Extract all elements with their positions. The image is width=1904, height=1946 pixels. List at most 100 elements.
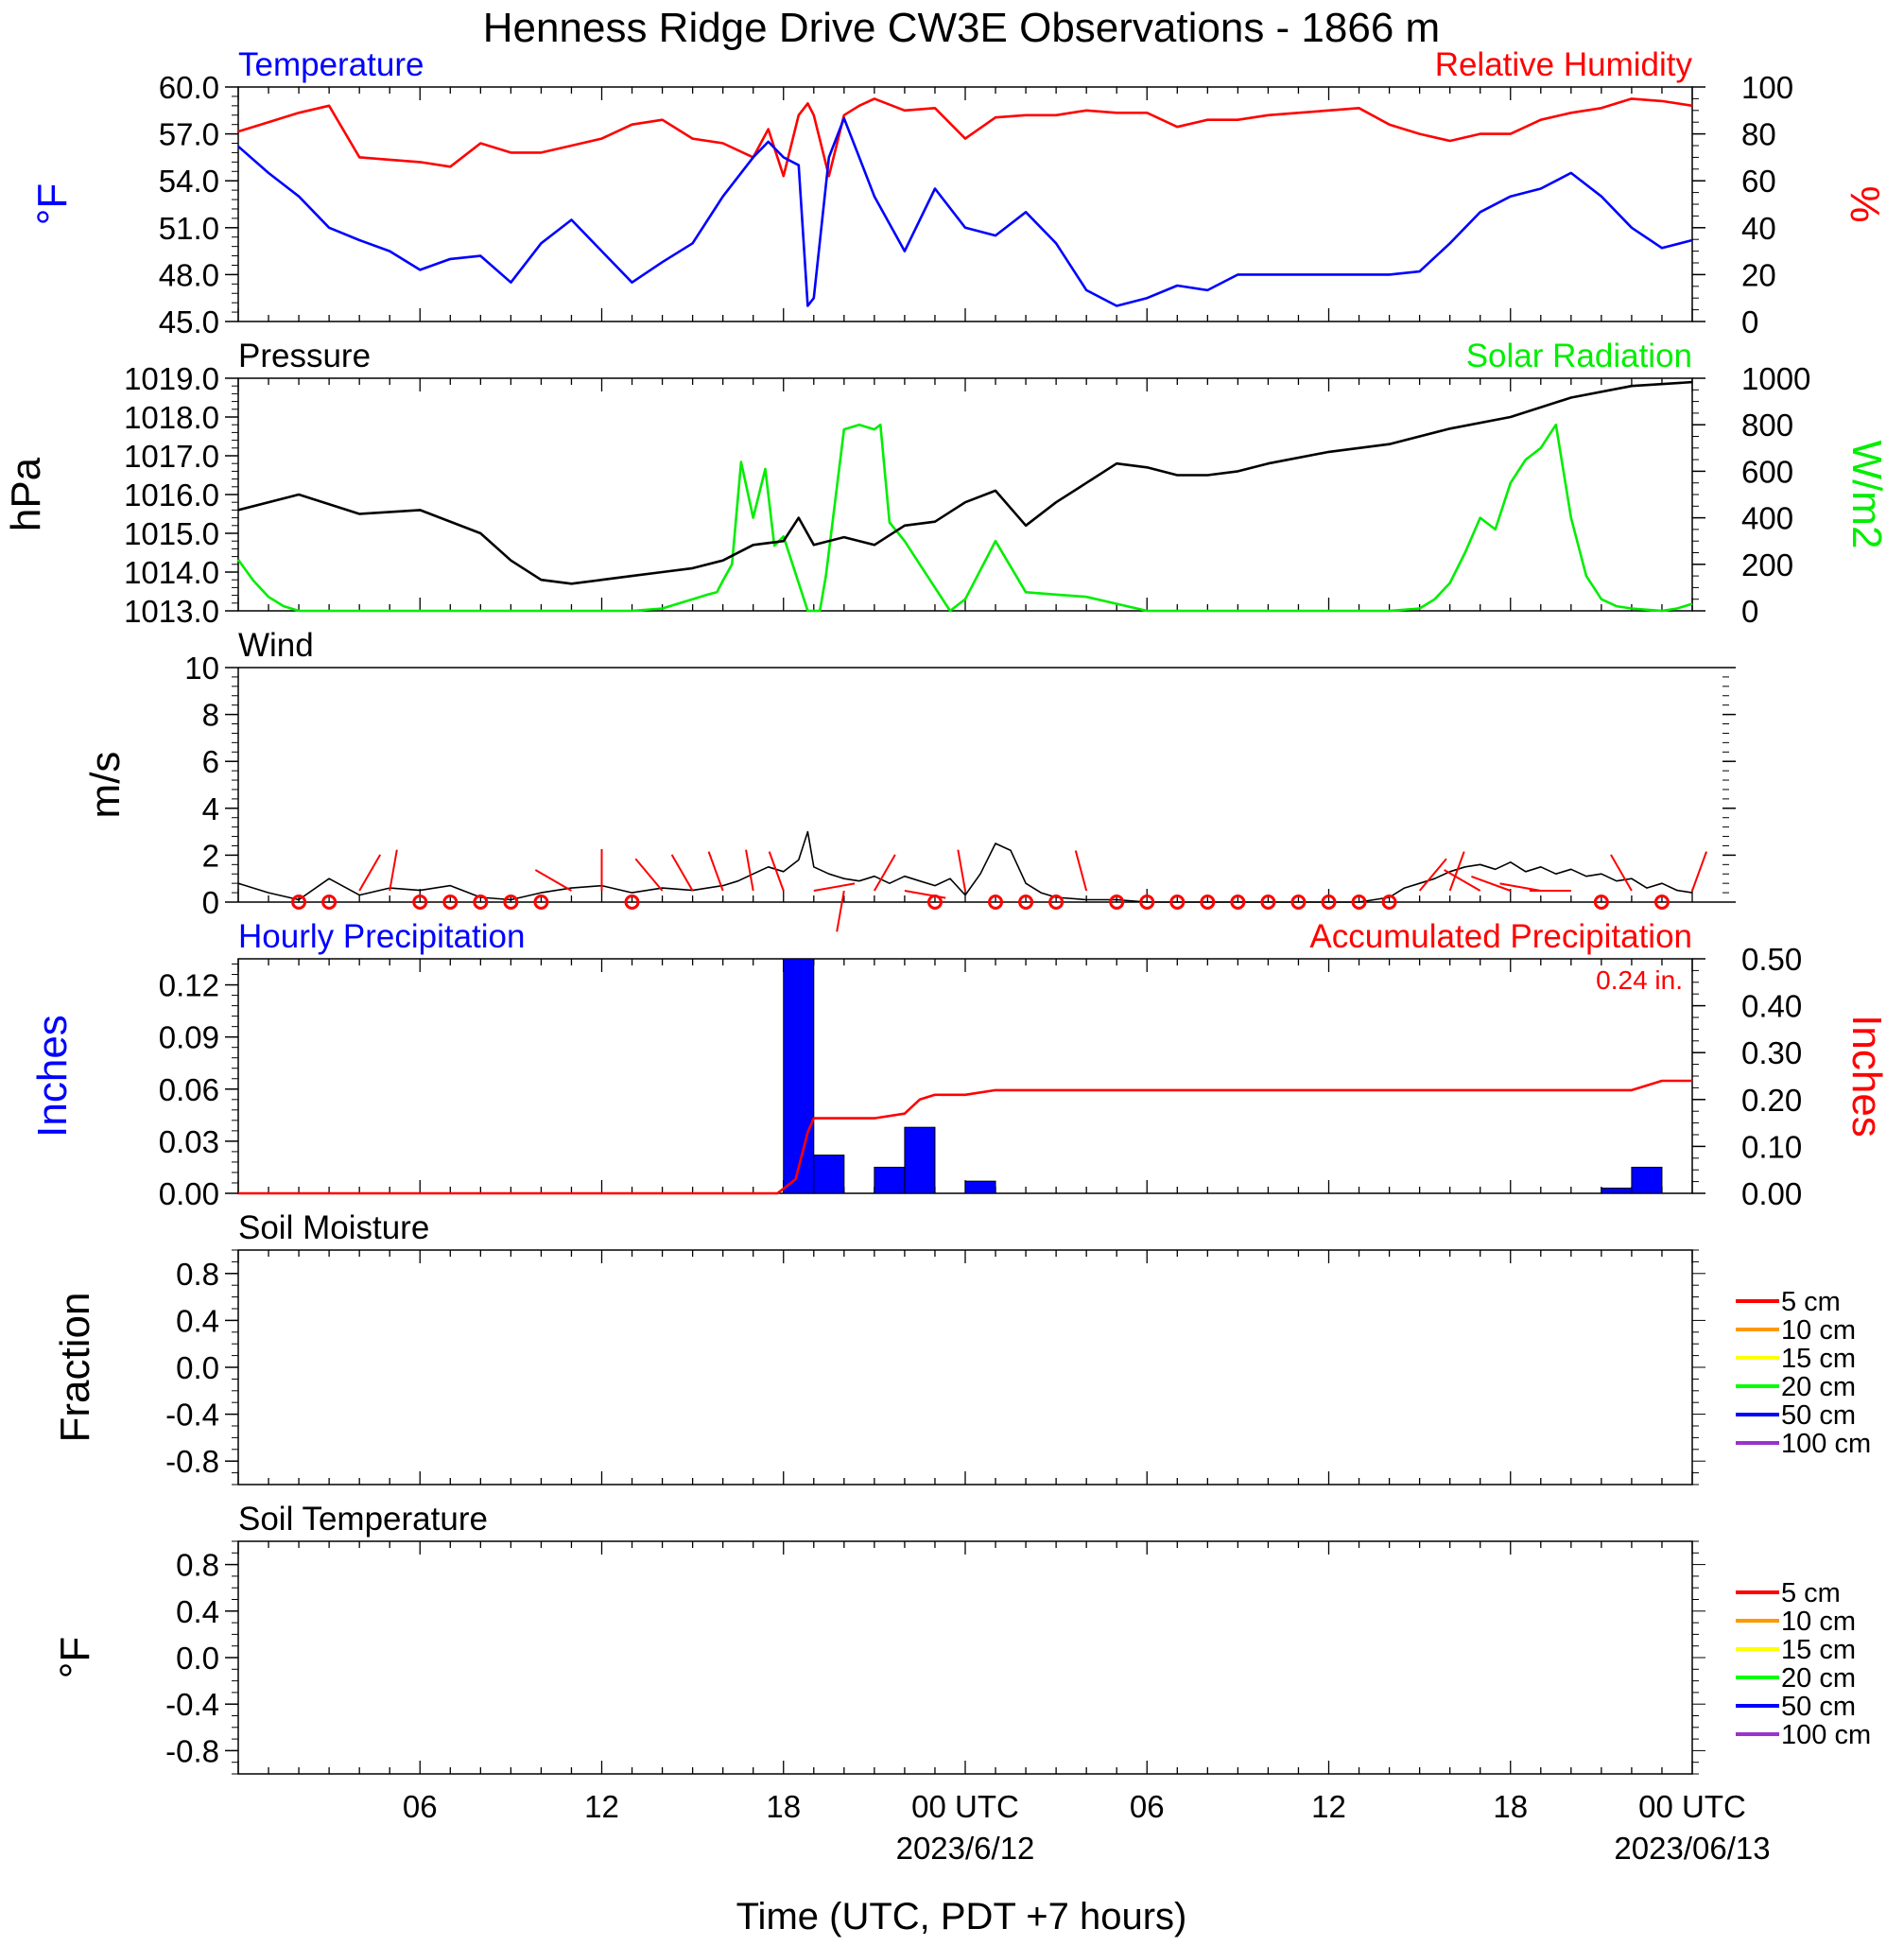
wind-barb [957,849,966,892]
calm-wind-marker [321,895,338,910]
legend-label: 15 cm [1781,1635,1856,1665]
solar-line [236,423,1693,613]
temperature-unit: °F [29,183,76,225]
hourly-precip-bar [1631,1166,1663,1194]
calm-wind-marker [1290,895,1307,910]
calm-wind-marker [412,895,428,910]
y-tick-label: 0.0 [176,1350,219,1385]
y2-tick-label: 40 [1741,211,1776,246]
legend-label: 20 cm [1781,1663,1856,1694]
y2-tick-label: 0.10 [1741,1129,1802,1164]
plot-frame [237,377,1693,612]
legend-label: 50 cm [1781,1692,1856,1722]
y-tick-label: 57.0 [159,117,219,152]
humidity-title: Relative Humidity [1435,46,1693,83]
legend-label: 100 cm [1781,1429,1871,1459]
wind-barb [670,854,694,892]
y2-tick-label: 800 [1741,408,1793,443]
y-tick-label: 0.09 [159,1020,219,1055]
legend-label: 10 cm [1781,1607,1856,1637]
y-tick-label: 0 [202,885,219,920]
pressure-title: Pressure [238,338,371,374]
wind-barb [1448,851,1465,892]
y2-tick-label: 600 [1741,454,1793,489]
temperature-title: Temperature [238,46,424,83]
x-tick-label: 12 [584,1789,619,1824]
accum-total-annotation: 0.24 in. [1596,965,1683,995]
solar-title: Solar Radiation [1466,338,1692,374]
y-tick-label: 10 [184,651,219,686]
accumulated-precip-line [238,1079,1692,1195]
y2-tick-label: 60 [1741,164,1776,199]
humidity-line [237,97,1693,178]
hourly-precip-bar [904,1126,936,1194]
wind-barb [768,851,785,892]
calm-wind-marker [1169,895,1186,910]
legend-label: 20 cm [1781,1372,1856,1402]
calm-wind-marker [1200,895,1216,910]
y-tick-label: 0.03 [159,1124,219,1159]
y-tick-label: 51.0 [159,211,219,246]
solar-unit: W/m2 [1843,441,1890,549]
calm-wind-marker [926,895,943,910]
y2-tick-label: 100 [1741,70,1793,105]
y-tick-label: -0.8 [165,1733,219,1768]
calm-wind-marker [1381,895,1397,910]
y-tick-label: 1013.0 [124,594,219,629]
wind-barb [1471,876,1512,892]
wind-barb [1691,851,1707,892]
plot-frame [237,1249,1693,1486]
y-tick-label: 2 [202,838,219,873]
hourly-precip-bar [1601,1187,1633,1194]
y-tick-label: 1014.0 [124,555,219,590]
legend-label: 5 cm [1781,1287,1841,1317]
panel-wind: 0 2 4 6 8 10 Wind m/s [82,627,1736,932]
y-tick-label: 0.12 [159,968,219,1003]
y-tick-label: 4 [202,791,219,826]
wind-barb [745,849,754,892]
y-tick-label: 8 [202,698,219,733]
wind-barb [358,854,382,892]
pressure-line [237,380,1693,585]
wind-unit: m/s [82,752,129,819]
x-tick-label: 06 [1130,1789,1165,1824]
x-tick-label: 12 [1311,1789,1346,1824]
legend-label: 100 cm [1781,1720,1871,1750]
legend-label: 50 cm [1781,1400,1856,1431]
temperature-line [237,116,1693,307]
y-tick-label: 0.0 [176,1641,219,1676]
y-tick-label: 1018.0 [124,400,219,435]
wind-barb [534,869,572,892]
y-tick-label: 45.0 [159,304,219,339]
calm-wind-marker [1593,895,1609,910]
y-tick-label: 1019.0 [124,361,219,396]
accum-precip-unit: Inches [1843,1015,1890,1138]
calm-wind-marker [1109,895,1125,910]
y-tick-label: 6 [202,744,219,779]
y-tick-label: -0.4 [165,1687,219,1722]
y-tick-label: 0.4 [176,1303,219,1338]
wind-speed-line [237,830,1693,903]
wind-barb [813,882,856,892]
y-tick-label: 0.4 [176,1594,219,1629]
y2-tick-label: 80 [1741,117,1776,152]
accum-precip-title: Accumulated Precipitation [1309,918,1692,955]
y-tick-label: -0.8 [165,1444,219,1479]
soil-moisture-title: Soil Moisture [238,1209,429,1246]
calm-wind-marker [473,895,489,910]
x-date-label: 2023/06/13 [1614,1831,1770,1866]
wind-barb [634,858,664,892]
calm-wind-marker [988,895,1004,910]
x-tick-label: 00 UTC [911,1789,1019,1824]
legend-label: 10 cm [1781,1315,1856,1346]
x-date-label: 2023/6/12 [896,1831,1035,1866]
y-tick-label: -0.4 [165,1398,219,1433]
y2-tick-label: 0.20 [1741,1083,1802,1118]
calm-wind-marker [533,895,549,910]
wind-title: Wind [238,627,314,664]
panel-temperature-humidity: 45.0 48.0 51.0 54.0 57.0 60.0 0 20 40 60 80 100 Temp… [29,46,1888,339]
y2-tick-label: 20 [1741,257,1776,292]
wind-barb [1418,858,1447,892]
